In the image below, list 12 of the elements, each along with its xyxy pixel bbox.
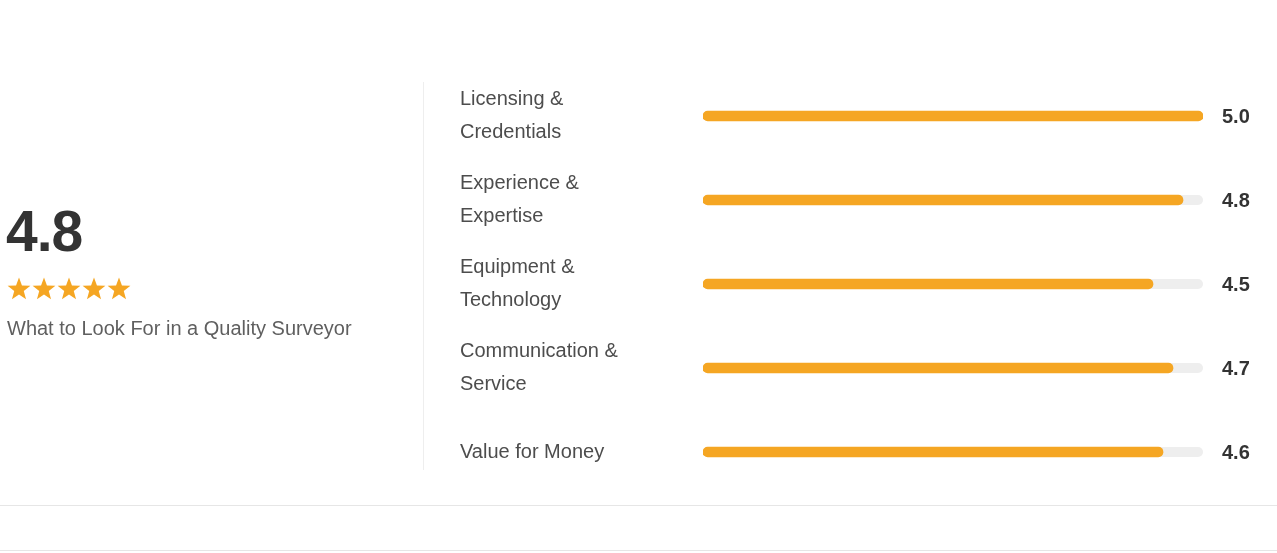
data-label: 5.0 — [1222, 104, 1250, 127]
y-tick-label: Communication & Service — [460, 339, 619, 395]
data-label: 4.8 — [1222, 188, 1250, 211]
text: 4.8 — [6, 199, 83, 263]
y-tick-label: Value for Money — [460, 439, 605, 462]
y-tick-label: Experience & Expertise — [460, 171, 580, 227]
data-label: 4.5 — [1222, 272, 1250, 295]
data-label: 4.7 — [1222, 356, 1250, 379]
y-tick-label: Licensing & Credentials — [460, 87, 565, 143]
y-tick-label: Equipment & Technology — [460, 255, 576, 311]
text: What to Look For in a Quality Surveyor — [7, 316, 352, 340]
data-label: 4.6 — [1222, 440, 1250, 463]
